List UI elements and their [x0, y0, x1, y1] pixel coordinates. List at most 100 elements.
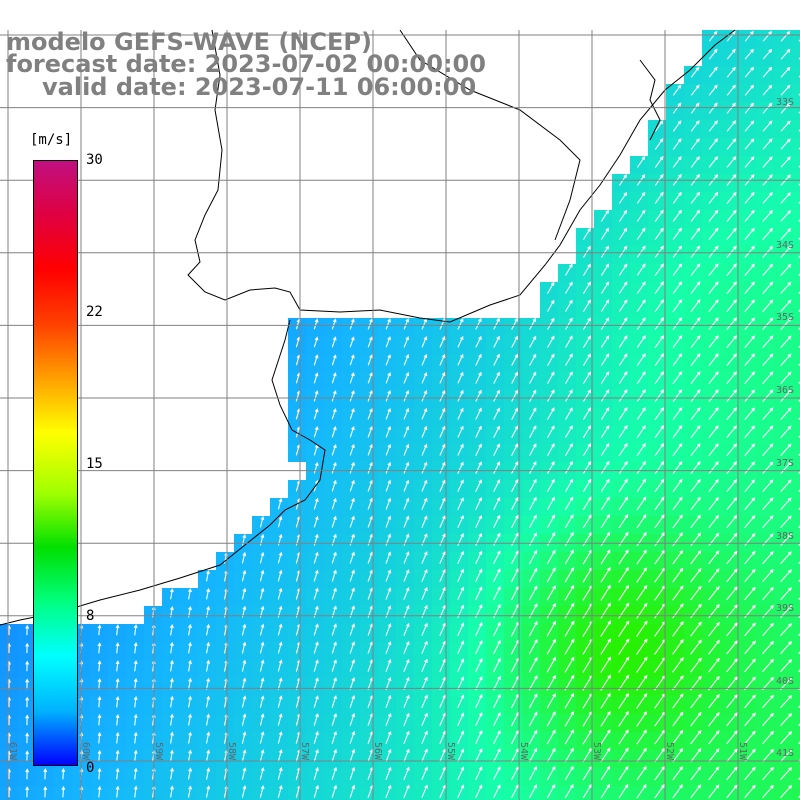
wind-cell	[792, 264, 800, 282]
wind-arrow	[582, 335, 591, 348]
lon-label: 60W	[80, 742, 91, 761]
wind-arrow	[25, 642, 30, 654]
wind-cell	[666, 786, 684, 800]
wind-arrow	[349, 677, 356, 690]
wind-arrow	[582, 407, 592, 420]
wind-arrow	[331, 659, 337, 672]
wind-arrow	[457, 461, 464, 474]
wind-arrow	[457, 371, 464, 384]
wind-arrow	[188, 641, 192, 654]
wind-cell	[648, 786, 666, 800]
wind-arrow	[439, 622, 446, 637]
wind-arrow	[313, 569, 319, 582]
wind-arrow	[313, 515, 319, 528]
wind-arrow	[564, 638, 575, 655]
wind-arrow	[43, 768, 48, 780]
wind-arrow	[618, 371, 628, 384]
lat-label: 41S	[776, 748, 795, 759]
wind-arrow	[708, 317, 719, 331]
lat-label: 38S	[776, 531, 795, 542]
wind-arrow	[528, 747, 538, 763]
wind-arrow	[313, 461, 319, 474]
wind-arrow	[780, 210, 792, 222]
wind-arrow	[331, 444, 337, 456]
wind-cell	[792, 66, 800, 84]
wind-arrow	[654, 263, 664, 276]
wind-cell	[792, 426, 800, 444]
wind-cell	[792, 336, 800, 354]
wind-arrow	[385, 390, 391, 402]
wind-arrow	[385, 676, 392, 690]
wind-arrow	[654, 138, 664, 150]
wind-arrow	[367, 336, 373, 348]
wind-arrow	[457, 730, 465, 745]
wind-arrow	[744, 227, 755, 240]
wind-arrow	[457, 425, 464, 438]
wind-arrow	[690, 621, 702, 637]
wind-arrow	[493, 693, 501, 709]
wind-arrow	[25, 732, 30, 744]
wind-arrow	[475, 353, 482, 366]
wind-arrow	[726, 102, 736, 114]
wind-arrow	[762, 766, 774, 781]
wind-arrow	[672, 443, 683, 457]
wind-arrow	[205, 713, 211, 726]
wind-arrow	[726, 335, 737, 348]
wind-arrow	[744, 353, 756, 366]
wind-arrow	[583, 245, 591, 258]
wind-arrow	[690, 425, 701, 439]
wind-arrow	[744, 515, 756, 529]
wind-cell	[522, 786, 540, 800]
wind-arrow	[331, 784, 338, 798]
wind-arrow	[708, 66, 718, 78]
wind-arrow	[582, 765, 592, 781]
wind-arrow	[690, 443, 701, 457]
wind-arrow	[170, 659, 174, 672]
wind-arrow	[744, 479, 756, 493]
wind-arrow	[744, 209, 755, 222]
wind-arrow	[493, 514, 501, 529]
wind-arrow	[25, 660, 30, 672]
wind-arrow	[385, 425, 392, 438]
wind-cell	[792, 552, 800, 570]
wind-arrow	[439, 353, 446, 366]
wind-arrow	[511, 407, 519, 420]
wind-arrow	[762, 245, 774, 258]
wind-arrow	[241, 623, 247, 636]
wind-arrow	[367, 569, 374, 582]
coastline-argentina	[0, 319, 326, 626]
wind-arrow	[277, 695, 283, 708]
wind-arrow	[170, 731, 174, 744]
wind-arrow	[636, 549, 647, 565]
wind-arrow	[726, 30, 736, 42]
wind-cell	[612, 786, 630, 800]
wind-arrow	[600, 425, 610, 438]
lon-label: 54W	[518, 742, 529, 761]
wind-arrow	[600, 227, 609, 240]
wind-arrow	[654, 478, 665, 493]
wind-arrow	[618, 638, 630, 655]
wind-arrow	[564, 620, 575, 637]
wind-arrow	[708, 675, 720, 691]
wind-arrow	[403, 569, 410, 582]
wind-cell	[792, 48, 800, 66]
wind-arrow	[349, 551, 355, 564]
wind-arrow	[421, 461, 428, 474]
wind-arrow	[277, 677, 283, 690]
wind-arrow	[726, 443, 737, 457]
wind-arrow	[277, 587, 283, 600]
wind-arrow	[600, 711, 611, 727]
wind-arrow	[385, 658, 392, 672]
wind-arrow	[493, 335, 500, 348]
wind-arrow	[475, 389, 482, 402]
wind-arrow	[528, 784, 537, 799]
wind-arrow	[170, 785, 174, 798]
wind-arrow	[133, 767, 138, 780]
wind-arrow	[421, 515, 428, 528]
wind-arrow	[618, 531, 629, 547]
wind-arrow	[726, 730, 738, 745]
wind-arrow	[259, 659, 265, 672]
wind-arrow	[618, 514, 629, 529]
wind-arrow	[367, 372, 373, 384]
wind-arrow	[564, 514, 574, 529]
